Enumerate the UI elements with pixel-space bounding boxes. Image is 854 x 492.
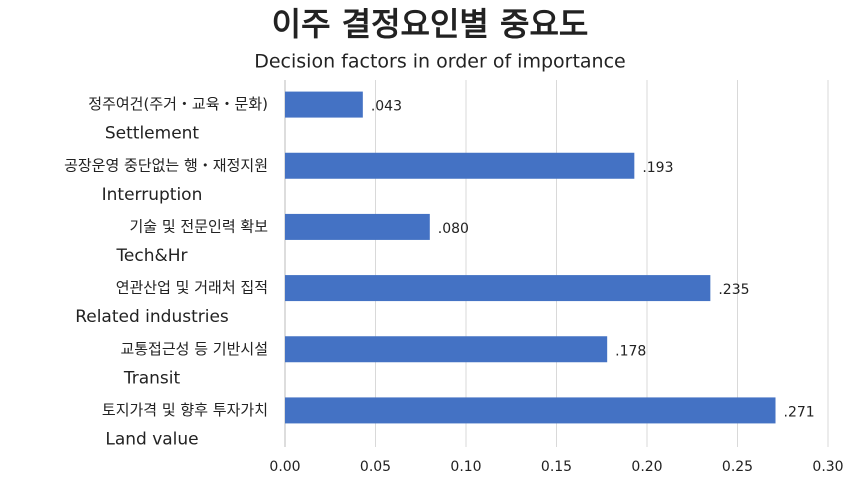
bar bbox=[285, 152, 635, 179]
x-tick-label: 0.05 bbox=[360, 459, 391, 475]
bar bbox=[285, 336, 608, 363]
category-label-en: Interruption bbox=[102, 185, 203, 205]
category-label: 공장운영 중단없는 행・재정지원 bbox=[64, 156, 268, 174]
x-tick-label: 0.25 bbox=[722, 459, 753, 475]
x-tick-label: 0.10 bbox=[450, 459, 481, 475]
value-label: .235 bbox=[718, 282, 749, 298]
category-label: 교통접근성 등 기반시설 bbox=[120, 340, 268, 358]
category-label: 토지가격 및 향후 투자가치 bbox=[102, 401, 268, 419]
category-label-en: Transit bbox=[123, 368, 181, 388]
category-label: 정주여건(주거・교육・문화) bbox=[88, 95, 268, 113]
bar bbox=[285, 91, 363, 118]
x-tick-label: 0.30 bbox=[812, 459, 843, 475]
category-label-en: Related industries bbox=[75, 307, 229, 327]
bar bbox=[285, 275, 711, 302]
category-label-en: Settlement bbox=[105, 124, 200, 144]
chart-title: 이주 결정요인별 중요도 bbox=[272, 5, 589, 43]
x-tick-label: 0.20 bbox=[631, 459, 662, 475]
value-label: .178 bbox=[615, 343, 646, 359]
category-label-en: Tech&Hr bbox=[115, 246, 187, 266]
x-tick-label: 0.15 bbox=[541, 459, 572, 475]
category-label: 기술 및 전문인력 확보 bbox=[129, 217, 268, 235]
value-label: .193 bbox=[642, 160, 673, 176]
value-label: .043 bbox=[371, 99, 402, 115]
x-tick-label: 0.00 bbox=[269, 459, 300, 475]
value-label: .080 bbox=[438, 221, 469, 237]
bar bbox=[285, 213, 430, 240]
value-label: .271 bbox=[784, 404, 815, 420]
category-label: 연관산업 및 거래처 집적 bbox=[116, 279, 268, 297]
chart-subtitle: Decision factors in order of importance bbox=[254, 51, 626, 73]
bar bbox=[285, 397, 776, 424]
category-label-en: Land value bbox=[105, 429, 198, 449]
